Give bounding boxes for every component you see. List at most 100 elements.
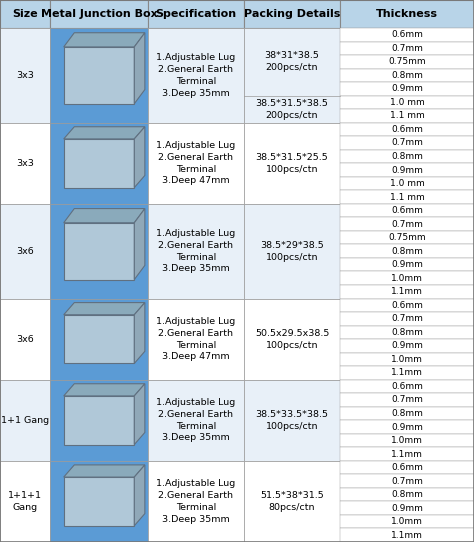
Bar [340, 136, 474, 150]
Text: 1.1mm: 1.1mm [391, 531, 423, 540]
Text: 1+1+1
Gang: 1+1+1 Gang [8, 491, 42, 512]
Bar [340, 28, 474, 42]
Bar [148, 0, 244, 28]
Text: 0.9mm: 0.9mm [391, 341, 423, 350]
Bar [64, 139, 134, 188]
Text: 38.5*31.5*38.5
200pcs/ctn: 38.5*31.5*38.5 200pcs/ctn [255, 99, 328, 120]
Text: 1.1 mm: 1.1 mm [390, 192, 424, 202]
Text: 3x3: 3x3 [16, 159, 34, 168]
Text: 1+1 Gang: 1+1 Gang [1, 416, 49, 425]
Text: Metal Junction Box: Metal Junction Box [41, 9, 157, 19]
Bar [148, 28, 244, 122]
Bar [340, 109, 474, 122]
Text: 0.6mm: 0.6mm [391, 206, 423, 215]
Bar [50, 204, 148, 299]
Bar [340, 258, 474, 272]
Text: 0.9mm: 0.9mm [391, 504, 423, 513]
Bar [148, 122, 244, 204]
Text: 1.0mm: 1.0mm [391, 517, 423, 526]
Bar [244, 0, 340, 28]
Bar [340, 55, 474, 69]
Bar [340, 42, 474, 55]
Polygon shape [134, 302, 145, 364]
Text: 1.Adjustable Lug
2.General Earth
Terminal
3.Deep 47mm: 1.Adjustable Lug 2.General Earth Termina… [156, 317, 236, 362]
Bar [50, 28, 148, 122]
Text: 0.8mm: 0.8mm [391, 490, 423, 499]
Bar [50, 0, 148, 28]
Bar [340, 190, 474, 204]
Text: 38.5*31.5*25.5
100pcs/ctn: 38.5*31.5*25.5 100pcs/ctn [255, 153, 328, 173]
Bar [340, 380, 474, 393]
Polygon shape [134, 384, 145, 444]
Text: 1.0 mm: 1.0 mm [390, 179, 424, 188]
Bar [340, 447, 474, 461]
Text: Specification: Specification [155, 9, 237, 19]
Text: Thickness: Thickness [376, 9, 438, 19]
Text: 1.1mm: 1.1mm [391, 449, 423, 459]
Text: 3x6: 3x6 [16, 334, 34, 344]
Bar [340, 434, 474, 447]
Bar [340, 326, 474, 339]
Bar [340, 204, 474, 217]
Text: 3x3: 3x3 [16, 71, 34, 80]
Text: 1.Adjustable Lug
2.General Earth
Terminal
3.Deep 35mm: 1.Adjustable Lug 2.General Earth Termina… [156, 398, 236, 442]
Bar [340, 420, 474, 434]
Bar [340, 339, 474, 353]
Bar [64, 396, 134, 444]
Bar [0, 28, 50, 122]
Text: 1.Adjustable Lug
2.General Earth
Terminal
3.Deep 47mm: 1.Adjustable Lug 2.General Earth Termina… [156, 141, 236, 185]
Text: 1.0mm: 1.0mm [391, 436, 423, 445]
Bar [340, 366, 474, 380]
Bar [340, 217, 474, 231]
Bar [340, 244, 474, 258]
Text: 0.6mm: 0.6mm [391, 382, 423, 391]
Text: 1.Adjustable Lug
2.General Earth
Terminal
3.Deep 35mm: 1.Adjustable Lug 2.General Earth Termina… [156, 53, 236, 98]
Text: 0.9mm: 0.9mm [391, 85, 423, 93]
Text: 0.8mm: 0.8mm [391, 409, 423, 418]
Bar [340, 69, 474, 82]
Text: Size: Size [12, 9, 38, 19]
Bar [340, 393, 474, 406]
Text: 0.75mm: 0.75mm [388, 233, 426, 242]
Bar [0, 122, 50, 204]
Polygon shape [64, 384, 145, 396]
Text: 1.1mm: 1.1mm [391, 287, 423, 296]
Text: 0.9mm: 0.9mm [391, 423, 423, 431]
Text: 51.5*38*31.5
80pcs/ctn: 51.5*38*31.5 80pcs/ctn [260, 491, 324, 512]
Bar [148, 299, 244, 380]
Text: 0.6mm: 0.6mm [391, 301, 423, 310]
Bar [340, 474, 474, 488]
Bar [64, 47, 134, 104]
Bar [64, 477, 134, 526]
Text: 0.6mm: 0.6mm [391, 30, 423, 39]
Bar [50, 380, 148, 461]
Bar [64, 223, 134, 280]
Bar [340, 122, 474, 136]
Text: 1.Adjustable Lug
2.General Earth
Terminal
3.Deep 35mm: 1.Adjustable Lug 2.General Earth Termina… [156, 229, 236, 273]
Bar [244, 28, 340, 122]
Text: 1.0 mm: 1.0 mm [390, 98, 424, 107]
Polygon shape [134, 465, 145, 526]
Bar [340, 461, 474, 474]
Text: 0.7mm: 0.7mm [391, 396, 423, 404]
Polygon shape [134, 127, 145, 188]
Bar [244, 204, 340, 299]
Bar [340, 177, 474, 190]
Bar [340, 312, 474, 326]
Bar [244, 380, 340, 461]
Bar [0, 461, 50, 542]
Bar [340, 150, 474, 163]
Bar [64, 315, 134, 364]
Polygon shape [64, 33, 145, 47]
Bar [340, 0, 474, 28]
Polygon shape [64, 209, 145, 223]
Bar [244, 461, 340, 542]
Text: 38.5*33.5*38.5
100pcs/ctn: 38.5*33.5*38.5 100pcs/ctn [255, 410, 328, 431]
Bar [50, 461, 148, 542]
Text: 3x6: 3x6 [16, 247, 34, 256]
Bar [340, 406, 474, 420]
Text: 38*31*38.5
200pcs/ctn: 38*31*38.5 200pcs/ctn [264, 51, 319, 72]
Bar [340, 528, 474, 542]
Bar [340, 82, 474, 95]
Bar [340, 353, 474, 366]
